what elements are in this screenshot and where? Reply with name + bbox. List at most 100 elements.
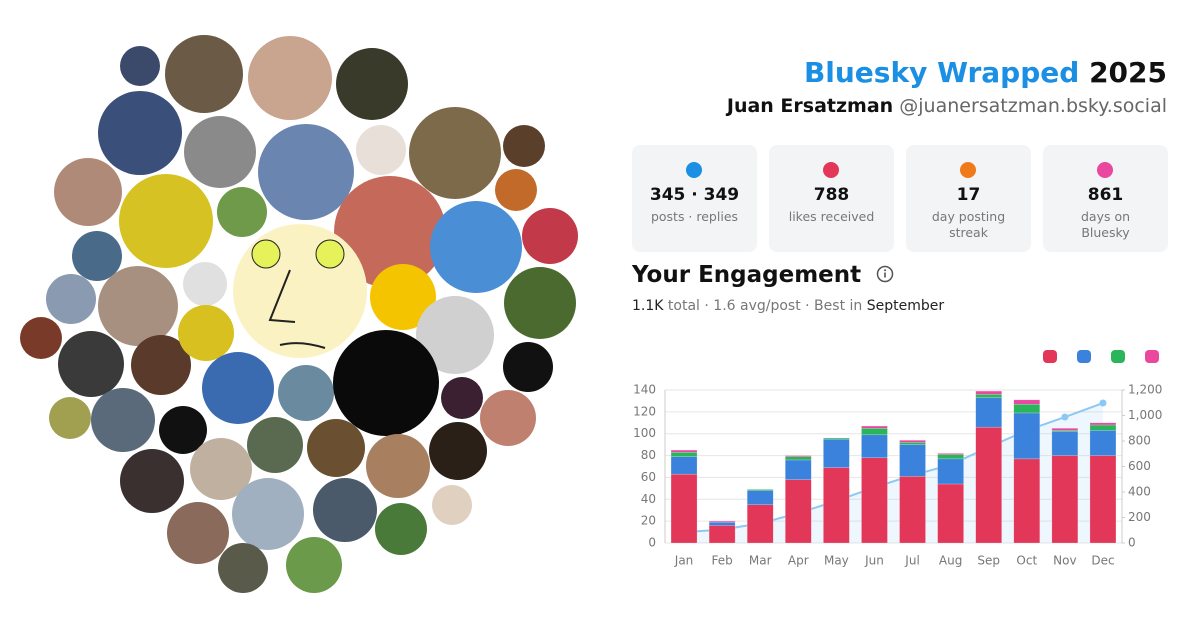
bar-segment — [1051, 428, 1079, 431]
bar-segment — [975, 394, 1002, 398]
cumulative-dot — [1061, 413, 1069, 421]
bar-segment — [1089, 430, 1117, 456]
bar-segment — [899, 440, 926, 443]
avatar — [480, 390, 536, 446]
bar-segment — [975, 390, 1002, 395]
avatar — [72, 231, 122, 281]
bar-segment — [746, 490, 774, 505]
bar-segment — [1051, 431, 1079, 456]
x-tick-label: Dec — [1091, 554, 1114, 568]
bar-segment — [823, 437, 850, 440]
avatar — [131, 335, 191, 395]
avatar — [258, 124, 354, 220]
x-tick-label: Oct — [1016, 554, 1037, 568]
x-tick-label: Apr — [788, 554, 809, 568]
y-tick-label: 60 — [641, 470, 656, 484]
bar-segment — [708, 520, 736, 523]
avatar — [54, 158, 122, 226]
avatar — [495, 169, 537, 211]
bar-segment — [785, 456, 812, 461]
stat-label: posts · replies — [650, 209, 739, 224]
y-tick-label: 120 — [633, 404, 656, 418]
bar-segment — [1013, 458, 1041, 544]
bar-segment — [1089, 424, 1117, 431]
avatar — [20, 317, 62, 359]
section-title: Your Engagement — [632, 262, 894, 288]
avatar — [49, 397, 91, 439]
y-tick-label: 20 — [641, 514, 656, 528]
stat-card: 861 days on Bluesky — [1043, 145, 1168, 252]
avatar-collage — [20, 35, 578, 593]
user-name: Juan Ersatzman — [726, 95, 894, 117]
avatar — [119, 174, 213, 268]
best-month: September — [866, 298, 945, 314]
bar-segment — [708, 525, 736, 544]
avatar — [184, 116, 256, 188]
legend-icon[interactable] — [1077, 350, 1091, 363]
avatar — [232, 478, 304, 550]
stat-icon — [686, 162, 702, 178]
total-label: total · — [667, 298, 709, 314]
avatar — [178, 305, 234, 361]
avatar — [46, 274, 96, 324]
avatar — [202, 352, 274, 424]
legend-icon[interactable] — [1043, 350, 1057, 363]
y2-tick-label: 1,000 — [1128, 408, 1162, 422]
user-handle[interactable]: @juanersatzman.bsky.social — [899, 95, 1167, 117]
avatar — [429, 422, 487, 480]
avatar — [416, 296, 494, 374]
bar-segment — [823, 467, 850, 544]
bar-segment — [670, 452, 698, 457]
bar-segment — [708, 521, 736, 526]
avatar-eye — [315, 239, 345, 269]
year: 2025 — [1089, 56, 1167, 89]
bar-segment — [861, 457, 888, 544]
stat-value: 345 · 349 — [649, 185, 740, 205]
legend-icon[interactable] — [1145, 350, 1159, 363]
avatar — [375, 503, 427, 555]
avatar — [334, 176, 446, 288]
bar-segment — [899, 442, 926, 445]
avatar-eye — [251, 239, 281, 269]
avatar — [167, 502, 229, 564]
user-row: Juan Ersatzman @juanersatzman.bsky.socia… — [727, 95, 1167, 117]
stat-card: 788 likes received — [769, 145, 894, 252]
stat-label: days on Bluesky — [1080, 209, 1131, 240]
engagement-chart: 0 20 40 60 80 100 120 140 0 200 400 600 800 1,000 1,20… — [633, 350, 1162, 568]
bar-segment — [861, 434, 888, 459]
bar-segment — [746, 489, 774, 491]
avatar — [504, 267, 576, 339]
avatar — [409, 107, 501, 199]
avatar — [233, 224, 367, 358]
stat-value: 861 — [1087, 185, 1124, 205]
bar-segment — [1089, 422, 1117, 426]
bar-segment — [861, 428, 888, 436]
x-tick-label: Mar — [749, 554, 772, 568]
avatar — [333, 330, 439, 436]
avg: 1.6 — [713, 298, 736, 314]
engagement-title: Your Engagement — [632, 262, 862, 288]
avatar — [370, 264, 436, 330]
info-icon[interactable] — [875, 264, 895, 284]
y2-tick-label: 800 — [1128, 434, 1151, 448]
avatar — [522, 208, 578, 264]
stat-label: likes received — [788, 209, 875, 224]
avatar — [58, 331, 124, 397]
bar-segment — [1013, 412, 1041, 460]
y2-tick-label: 400 — [1128, 485, 1151, 499]
legend-icon[interactable] — [1111, 350, 1125, 363]
bar-segment — [670, 456, 698, 475]
avatar — [313, 478, 377, 542]
bar-segment — [746, 504, 774, 544]
bar-segment — [670, 449, 698, 453]
bar-segment — [937, 458, 964, 485]
bar-segment — [937, 453, 964, 455]
y-tick-label: 100 — [633, 426, 656, 440]
title-row: Bluesky Wrapped 2025 — [804, 56, 1167, 89]
bar-segment — [937, 454, 964, 460]
stat-card: 345 · 349 posts · replies — [632, 145, 757, 252]
avatar — [356, 125, 406, 175]
bar-segment — [1013, 403, 1041, 414]
stat-label: day posting streak — [931, 209, 1006, 240]
